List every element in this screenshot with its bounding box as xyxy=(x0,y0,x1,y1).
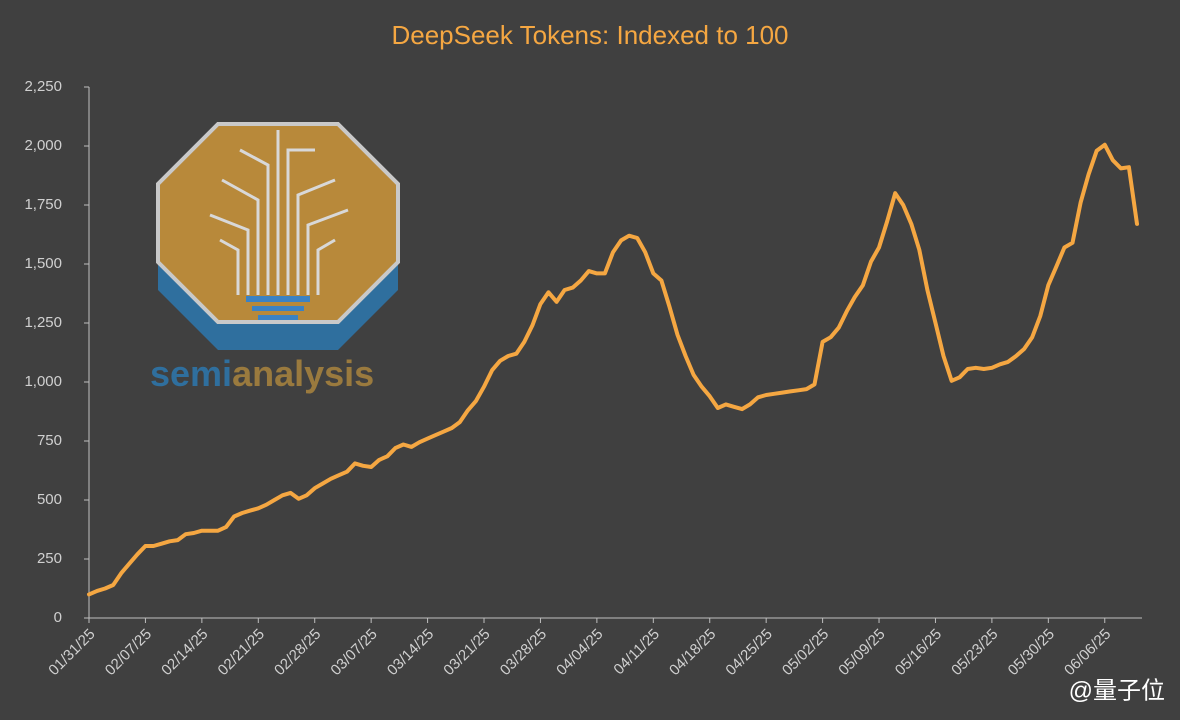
watermark: @量子位 xyxy=(1069,677,1165,704)
series-line xyxy=(87,142,1139,597)
logo-text-semi: semi xyxy=(150,353,232,394)
y-tick-label: 0 xyxy=(54,609,62,626)
y-tick-label: 2,000 xyxy=(24,137,62,154)
y-tick-label: 1,750 xyxy=(24,196,62,213)
logo-text-analysis: analysis xyxy=(232,353,374,394)
y-tick-label: 1,250 xyxy=(24,314,62,331)
logo: semianalysis xyxy=(150,122,400,394)
y-tick-label: 250 xyxy=(37,550,62,567)
logo-bulb-base xyxy=(258,315,298,320)
logo-text: semianalysis xyxy=(150,353,374,394)
y-tick-label: 500 xyxy=(37,491,62,508)
chart-title: DeepSeek Tokens: Indexed to 100 xyxy=(391,20,788,50)
y-tick-label: 1,500 xyxy=(24,255,62,272)
logo-bulb-base xyxy=(252,306,304,311)
y-tick-label: 1,000 xyxy=(24,373,62,390)
logo-tree xyxy=(209,130,349,295)
y-tick-label: 750 xyxy=(37,432,62,449)
logo-bulb-base xyxy=(246,296,310,302)
y-tick-label: 2,250 xyxy=(24,78,62,95)
